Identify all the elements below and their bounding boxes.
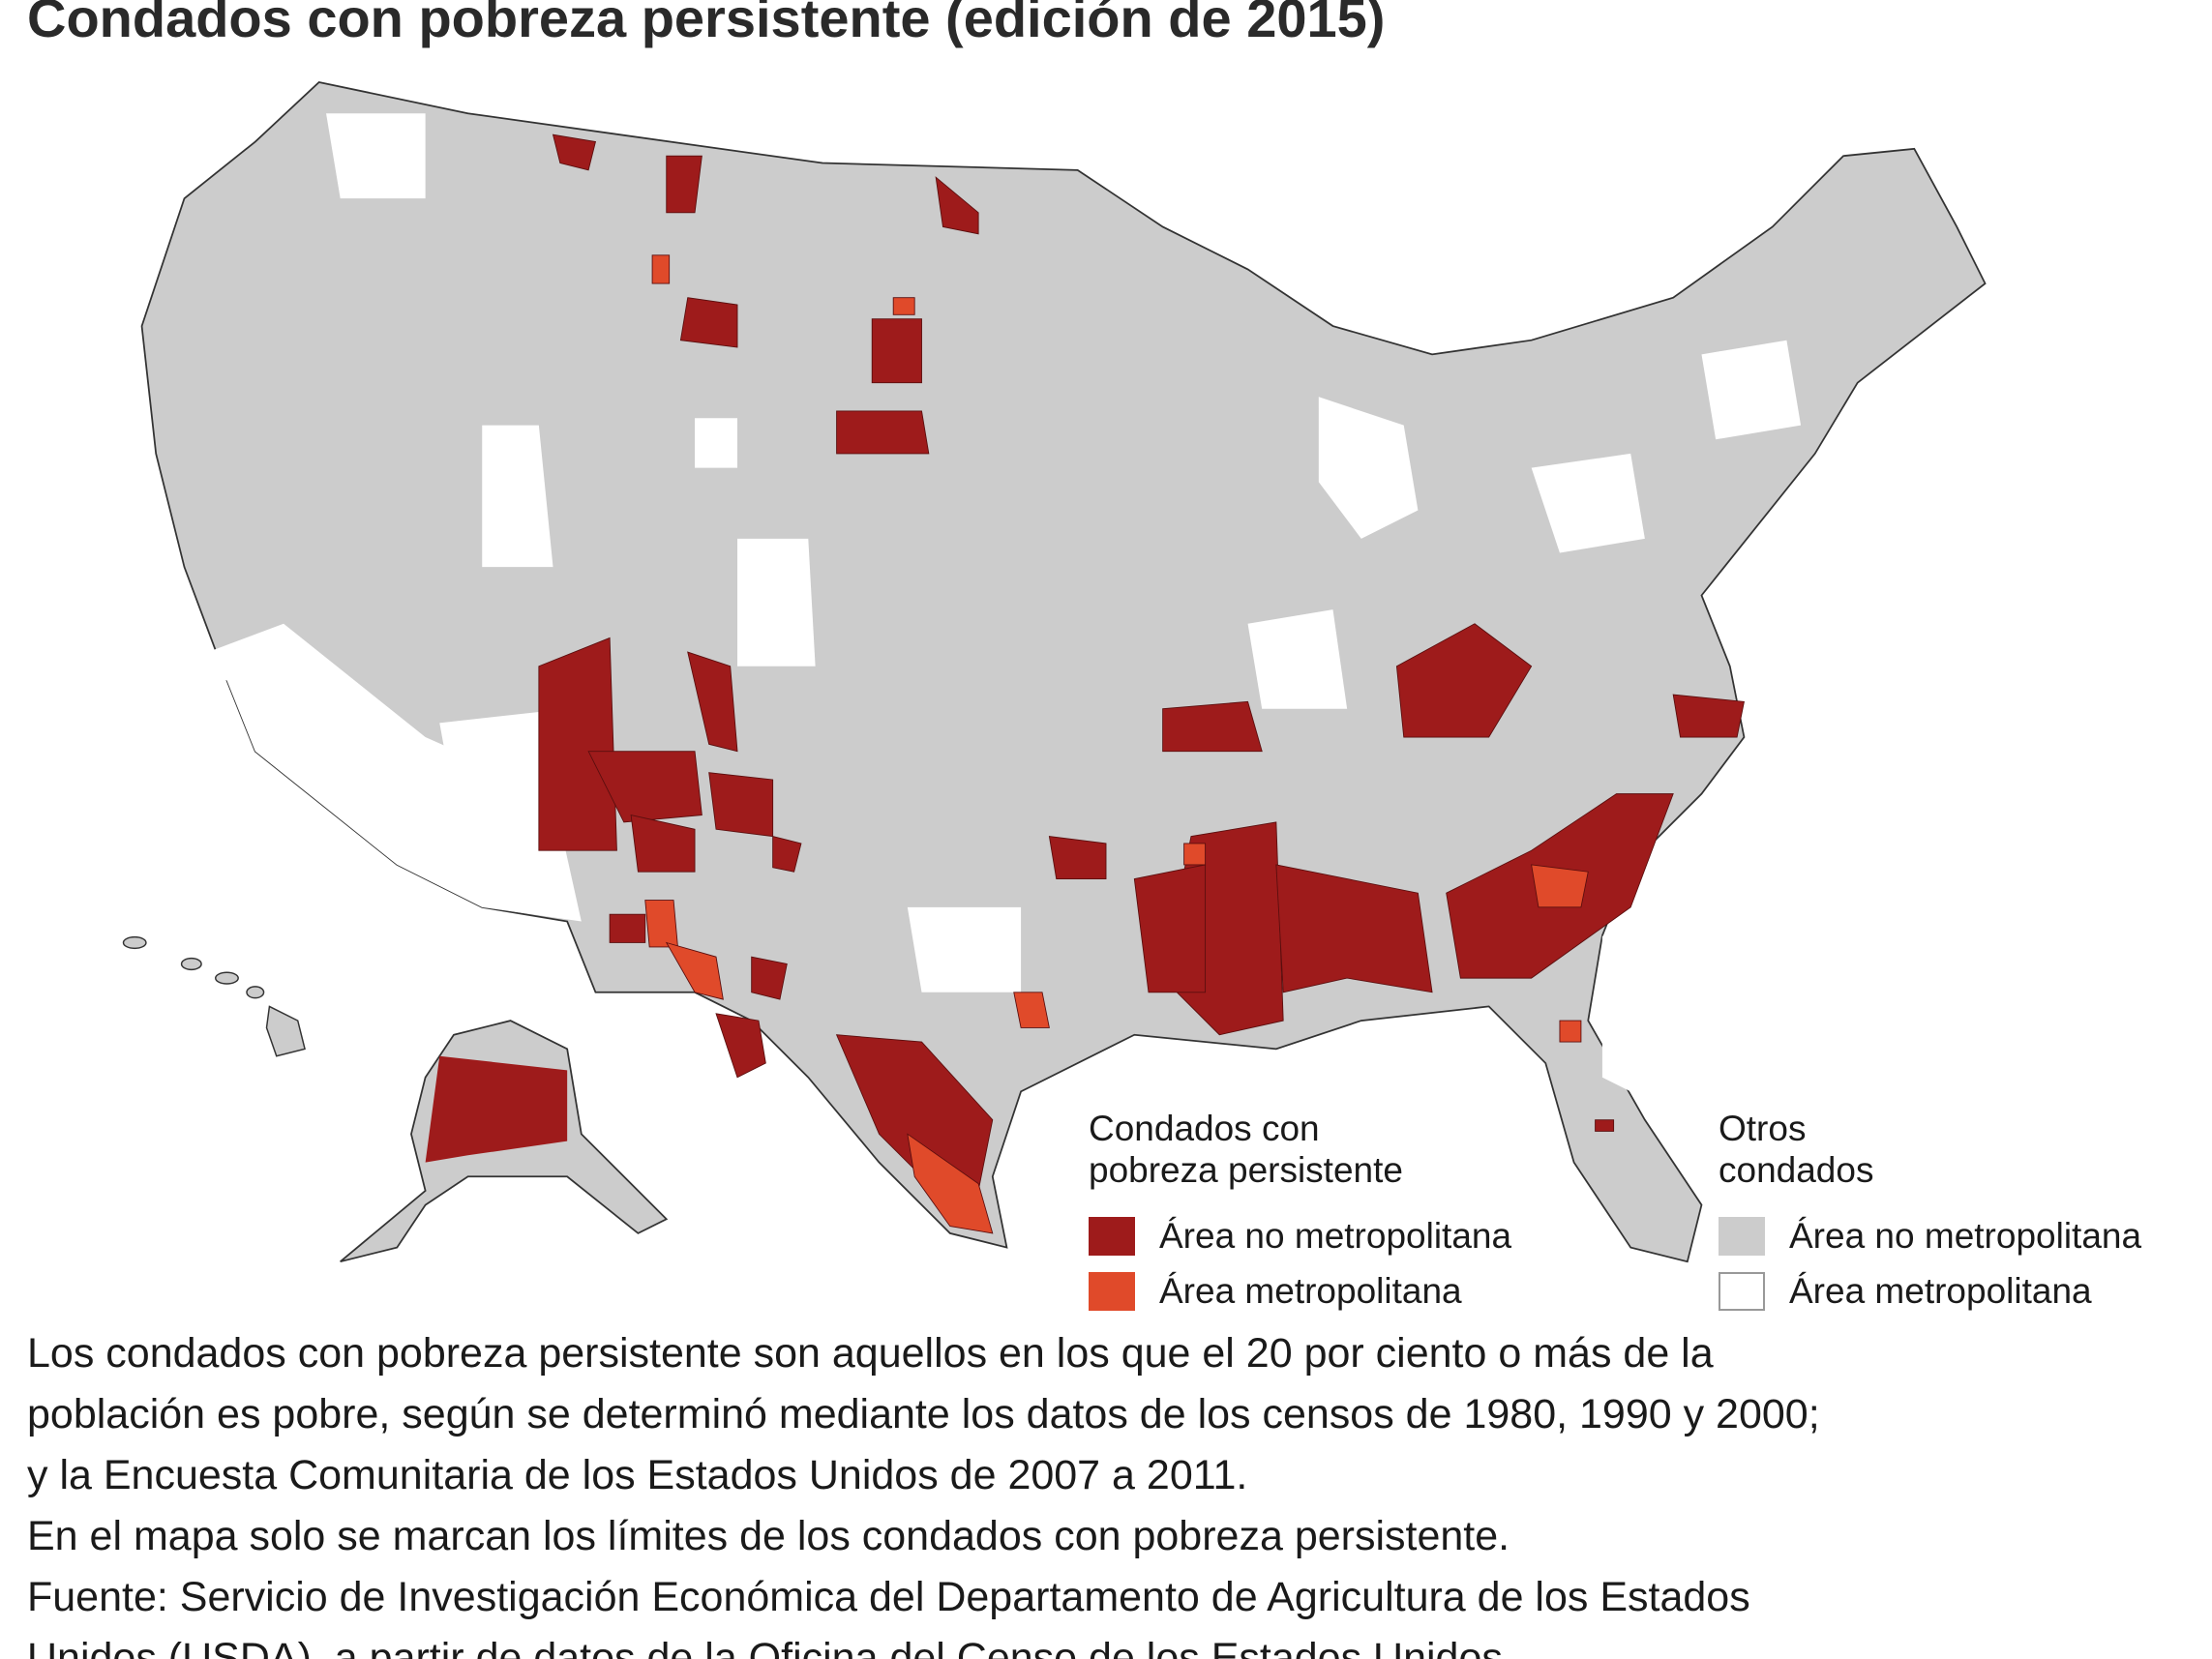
legend-item-other-metro: Área metropolitana [1719,1263,2141,1318]
map-notes: Los condados con pobreza persistente son… [27,1323,1820,1659]
alaska-persistent-poverty [425,1055,568,1163]
metro-counties-white [169,113,1802,1107]
legend-label: Área metropolitana [1789,1271,2092,1311]
legend-item-other-nonmetro: Área no metropolitana [1719,1208,2141,1263]
legend-item-persistent-nonmetro: Área no metropolitana [1089,1208,1511,1263]
persistent-poverty-metro [644,254,1589,1234]
source-line: Unidos (USDA), a partir de datos de la O… [27,1635,1514,1659]
legend-label: Área metropolitana [1159,1271,1462,1311]
note-line: y la Encuesta Comunitaria de los Estados… [27,1452,1248,1498]
legend-swatch [1719,1271,1765,1311]
legend-swatch [1089,1271,1135,1311]
note-line: población es pobre, según se determinó m… [27,1391,1820,1437]
legend-label: Área no metropolitana [1159,1216,1512,1256]
legend-heading: condados [1719,1150,1874,1190]
us-county-map [122,81,1987,1263]
map-title: Condados con pobreza persistente (edició… [27,0,1386,48]
legend-heading: Condados con [1089,1109,1320,1148]
legend-item-persistent-metro: Área metropolitana [1089,1263,1511,1318]
legend-heading: pobreza persistente [1089,1150,1403,1190]
source-line: Fuente: Servicio de Investigación Económ… [27,1574,1750,1620]
conus-landmass [140,81,1987,1263]
legend-other-counties: Otros condados Área no metropolitana Áre… [1719,1108,2141,1318]
legend-label: Área no metropolitana [1789,1216,2142,1256]
note-line: En el mapa solo se marcan los límites de… [27,1513,1510,1559]
hawaii [122,935,306,1057]
legend-heading: Otros [1719,1109,1807,1148]
legend-swatch [1719,1216,1765,1256]
legend-persistent-poverty: Condados con pobreza persistente Área no… [1089,1108,1511,1318]
note-line: Los condados con pobreza persistente son… [27,1330,1714,1377]
legend-swatch [1089,1216,1135,1256]
